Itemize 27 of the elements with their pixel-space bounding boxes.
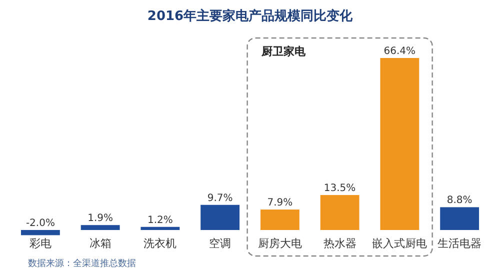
data-label: -2.0% <box>26 218 55 229</box>
text: 厨卫家电 <box>260 45 306 58</box>
x-tick-label: 空调 <box>209 236 232 250</box>
x-tick-label: 热水器 <box>323 236 356 250</box>
data-label: 13.5% <box>324 183 356 194</box>
x-tick-label: 厨房大电 <box>258 236 302 250</box>
x-tick-label: 彩电 <box>29 236 52 250</box>
chart-title: 2016年主要家电产品规模同比变化 <box>147 8 354 24</box>
x-tick-label: 洗衣机 <box>144 236 177 250</box>
source-note: 数据来源：全渠道推总数据 <box>28 258 136 269</box>
bar <box>80 225 120 230</box>
data-label: 66.4% <box>384 46 416 57</box>
x-tick-label: 冰箱 <box>89 236 112 250</box>
bar <box>320 195 360 230</box>
data-label: 1.9% <box>88 213 114 224</box>
data-label: 9.7% <box>207 192 233 204</box>
bar <box>200 204 240 230</box>
data-label: 1.2% <box>147 214 173 226</box>
x-tick-label: 生活电器 <box>438 236 482 250</box>
data-label: 7.9% <box>267 198 293 209</box>
bar <box>380 58 420 230</box>
bar <box>440 207 480 230</box>
x-tick-label: 嵌入式厨电 <box>372 236 428 250</box>
bar <box>140 226 180 230</box>
data-label: 8.8% <box>446 195 472 206</box>
bar <box>20 230 60 236</box>
bar <box>260 210 300 230</box>
